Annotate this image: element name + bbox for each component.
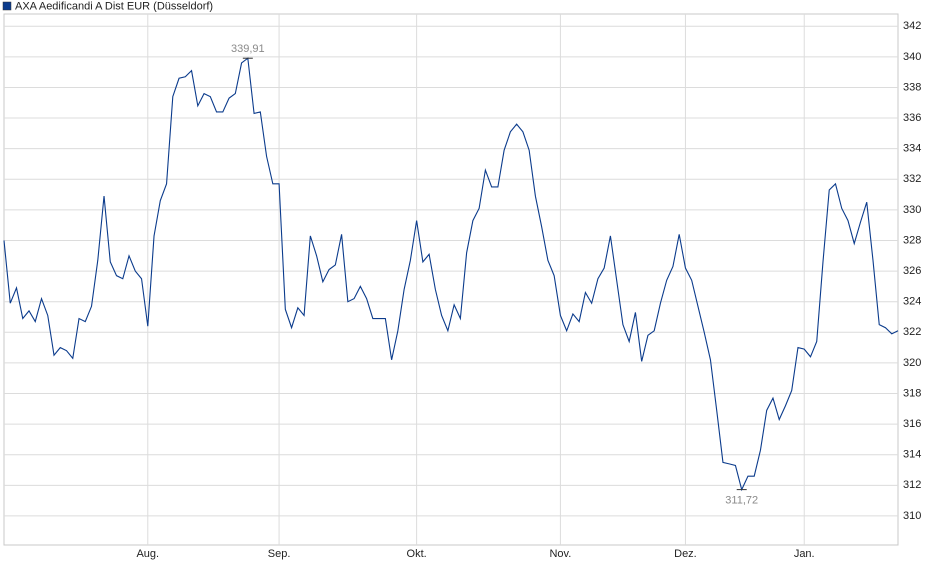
x-tick-label: Dez. [674, 548, 697, 560]
y-tick-label: 312 [903, 479, 921, 491]
y-tick-label: 324 [903, 296, 921, 308]
y-tick-label: 342 [903, 20, 921, 32]
x-tick-label: Jan. [794, 548, 815, 560]
x-tick-label: Aug. [136, 548, 159, 560]
price-line [3, 57, 899, 492]
legend-label: AXA Aedificandi A Dist EUR (Düsseldorf) [15, 0, 213, 12]
annotation-label: 339,91 [231, 43, 265, 55]
x-tick-label: Sep. [268, 548, 291, 560]
y-tick-label: 328 [903, 234, 921, 246]
y-tick-label: 318 [903, 387, 921, 399]
y-tick-label: 340 [903, 51, 921, 63]
legend-swatch [2, 1, 12, 11]
y-tick-label: 316 [903, 418, 921, 430]
annotation-label: 311,72 [725, 495, 758, 507]
y-tick-label: 314 [903, 449, 921, 461]
y-tick-label: 320 [903, 357, 921, 369]
x-tick-label: Okt. [407, 548, 427, 560]
y-tick-label: 326 [903, 265, 921, 277]
plot-area [3, 13, 899, 546]
y-tick-label: 332 [903, 173, 921, 185]
y-tick-label: 322 [903, 326, 921, 338]
y-tick-label: 338 [903, 81, 921, 93]
y-tick-label: 310 [903, 510, 921, 522]
y-tick-label: 334 [903, 143, 921, 155]
y-tick-label: 336 [903, 112, 921, 124]
x-tick-label: Nov. [549, 548, 571, 560]
y-tick-label: 330 [903, 204, 921, 216]
